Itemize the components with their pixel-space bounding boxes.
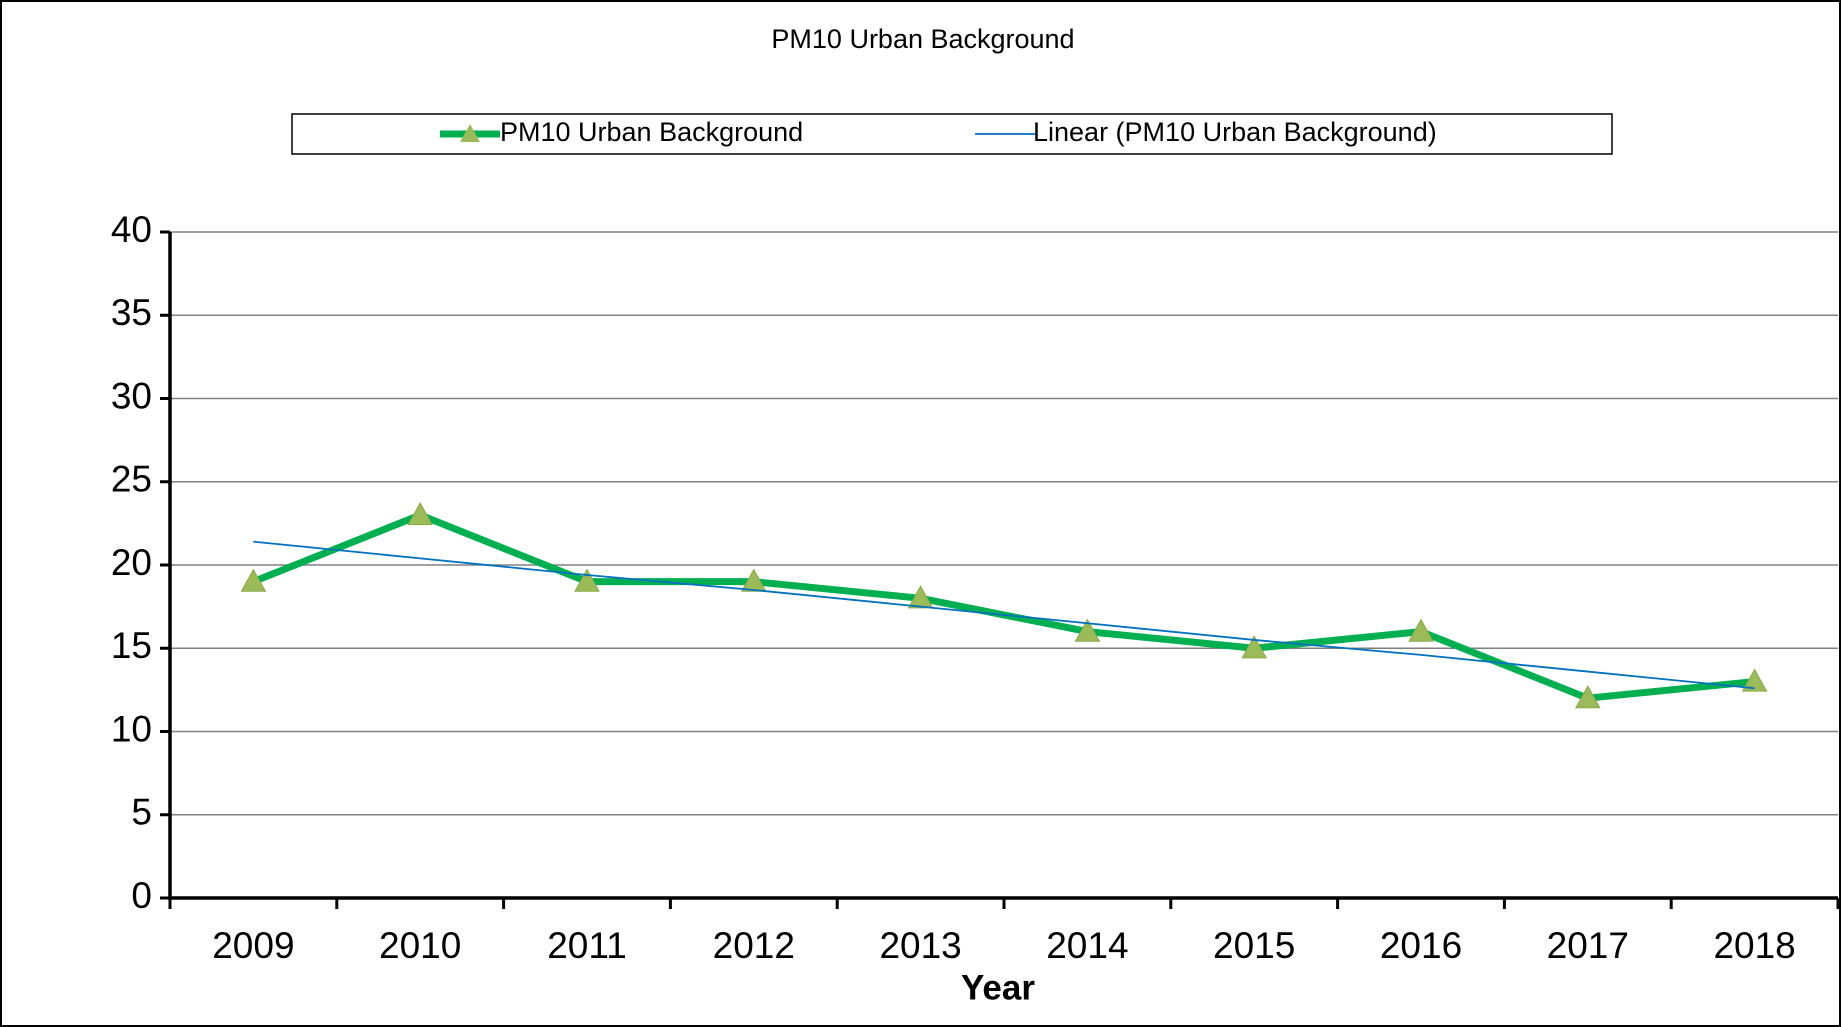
legend-label: Linear (PM10 Urban Background) bbox=[1033, 117, 1437, 147]
marker bbox=[740, 568, 767, 592]
y-tick-label: 15 bbox=[111, 625, 152, 666]
legend-box bbox=[291, 113, 1613, 155]
x-tick-label: 2014 bbox=[1046, 925, 1128, 966]
y-tick-label: 40 bbox=[111, 209, 152, 250]
y-tick-label: 25 bbox=[111, 459, 152, 500]
x-axis-label: Year bbox=[961, 968, 1035, 1007]
y-tick-label: 0 bbox=[131, 875, 152, 916]
marker bbox=[574, 568, 600, 592]
marker bbox=[240, 568, 267, 592]
x-tick-label: 2016 bbox=[1380, 925, 1462, 966]
marker bbox=[1074, 618, 1101, 642]
y-tick-label: 35 bbox=[111, 292, 152, 333]
y-tick-label: 10 bbox=[111, 708, 152, 749]
y-tick-label: 20 bbox=[111, 542, 152, 583]
legend-label: PM10 Urban Background bbox=[500, 117, 803, 147]
chart-title: PM10 Urban Background bbox=[771, 24, 1074, 54]
x-tick-label: 2012 bbox=[713, 925, 795, 966]
y-tick-label: 5 bbox=[131, 792, 152, 833]
marker bbox=[407, 502, 434, 526]
x-tick-label: 2013 bbox=[879, 925, 961, 966]
marker bbox=[1574, 685, 1601, 709]
x-tick-label: 2011 bbox=[547, 925, 627, 966]
legend-marker bbox=[460, 124, 480, 142]
x-tick-label: 2018 bbox=[1713, 925, 1795, 966]
y-tick-label: 30 bbox=[111, 375, 152, 416]
marker bbox=[1241, 635, 1268, 659]
x-tick-label: 2010 bbox=[379, 925, 461, 966]
marker bbox=[907, 585, 934, 609]
x-tick-label: 2009 bbox=[212, 925, 294, 966]
marker bbox=[1408, 618, 1434, 642]
x-tick-label: 2017 bbox=[1547, 925, 1629, 966]
marker bbox=[1741, 668, 1768, 692]
x-tick-label: 2015 bbox=[1213, 925, 1295, 966]
trend-line bbox=[253, 540, 1755, 690]
